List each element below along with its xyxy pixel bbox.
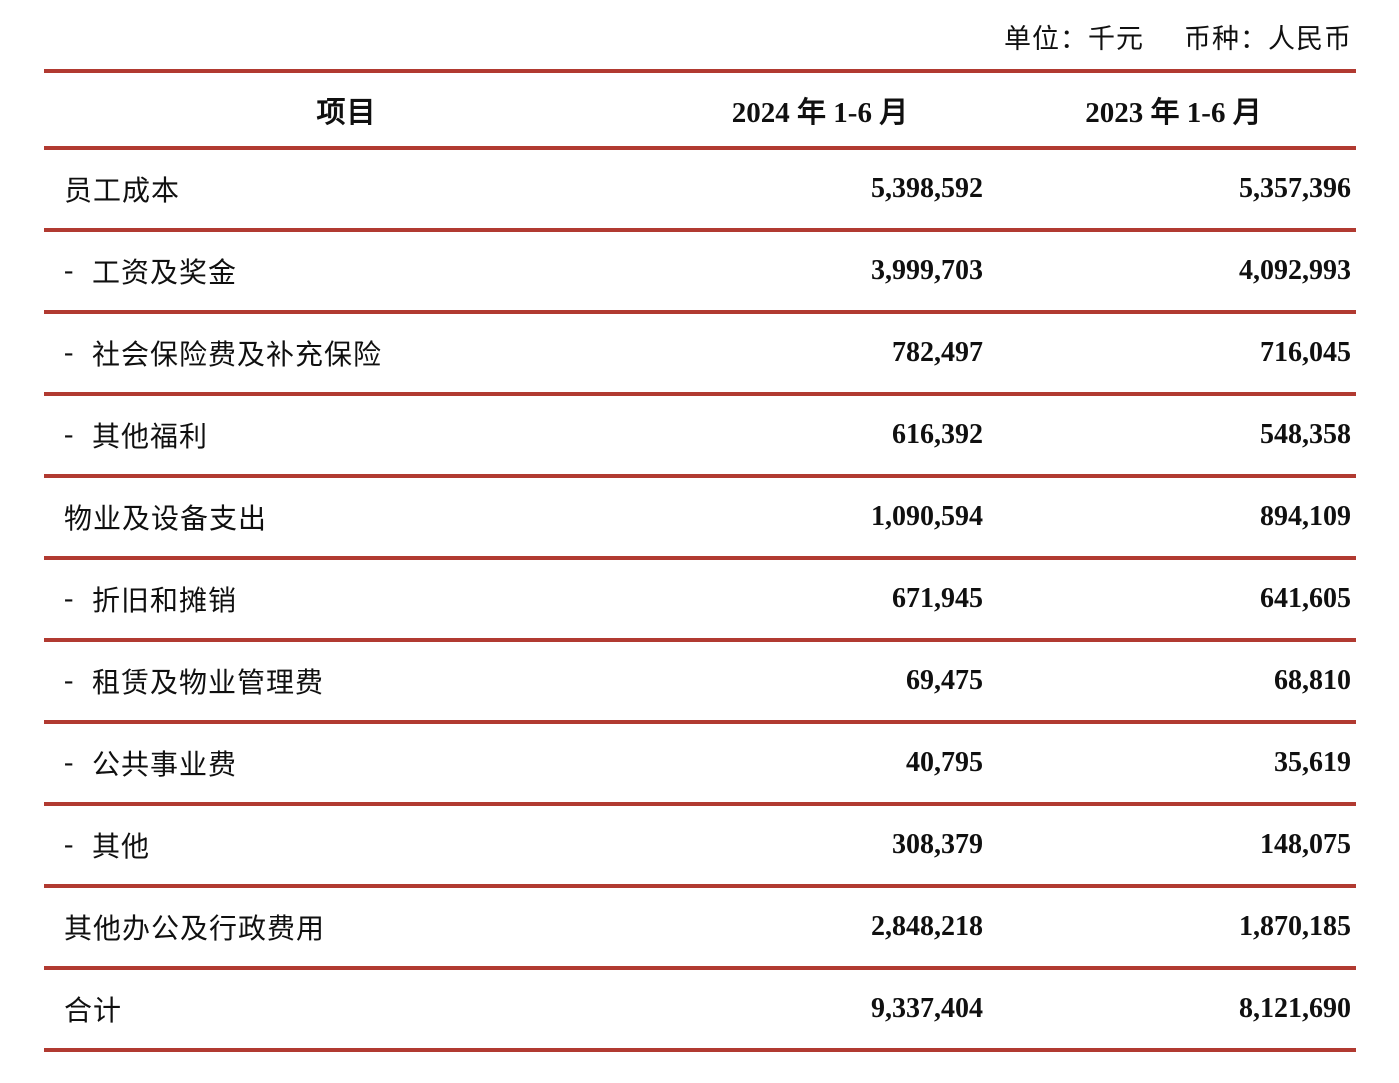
row-label-text: 合计 [64, 996, 123, 1027]
table-row: 员工成本 5,398,592 5,357,396 [44, 150, 1356, 232]
indent-dash: - [64, 337, 75, 368]
row-value-2024: 2,848,218 [871, 911, 983, 942]
row-label: - 社会保险费及补充保险 [44, 333, 641, 373]
unit-currency-note: 单位：千元 币种：人民币 [44, 0, 1356, 69]
row-label-text: 员工成本 [64, 176, 181, 207]
table-row: - 其他 308,379 148,075 [44, 806, 1356, 888]
row-label-text: 其他办公及行政费用 [64, 914, 326, 945]
row-value-2023: 641,605 [1260, 583, 1351, 614]
indent-dash: - [64, 583, 75, 614]
row-label-text: 社会保险费及补充保险 [92, 340, 383, 371]
row-label-text: 折旧和摊销 [92, 586, 238, 617]
table-body: 员工成本 5,398,592 5,357,396- 工资及奖金 3,999,703 4,0… [44, 150, 1356, 1052]
column-header-2024: 2024 年 1-6 月 [731, 96, 909, 129]
table-row: - 其他福利 616,392 548,358 [44, 396, 1356, 478]
row-label-text: 公共事业费 [92, 750, 238, 781]
indent-dash: - [64, 747, 75, 778]
row-value-2023: 1,870,185 [1239, 911, 1351, 942]
expense-table-section: 单位：千元 币种：人民币 项目 2024 年 1-6 月 2023 年 1-6 … [44, 0, 1356, 1052]
indent-dash: - [64, 419, 75, 450]
row-value-2023: 5,357,396 [1239, 173, 1351, 204]
unit-label: 单位：千元 [1004, 24, 1144, 54]
row-label: - 工资及奖金 [44, 251, 641, 291]
indent-dash: - [64, 829, 75, 860]
row-value-2023: 716,045 [1260, 337, 1351, 368]
row-label-text: 工资及奖金 [92, 258, 238, 289]
table-header-row: 项目 2024 年 1-6 月 2023 年 1-6 月 [44, 73, 1356, 150]
row-value-2024: 1,090,594 [871, 501, 983, 532]
row-value-2024: 69,475 [906, 665, 983, 696]
table-row: 合计 9,337,404 8,121,690 [44, 970, 1356, 1052]
row-value-2023: 35,619 [1274, 747, 1351, 778]
column-header-item: 项目 [316, 96, 377, 129]
currency-label: 币种：人民币 [1184, 24, 1352, 54]
row-value-2023: 68,810 [1274, 665, 1351, 696]
row-value-2023: 4,092,993 [1239, 255, 1351, 286]
table-row: - 公共事业费 40,795 35,619 [44, 724, 1356, 806]
row-value-2024: 9,337,404 [871, 993, 983, 1024]
row-value-2024: 782,497 [892, 337, 983, 368]
table-row: - 折旧和摊销 671,945 641,605 [44, 560, 1356, 642]
table-row: 其他办公及行政费用 2,848,218 1,870,185 [44, 888, 1356, 970]
row-label: 其他办公及行政费用 [44, 907, 641, 947]
row-label: 物业及设备支出 [44, 497, 641, 537]
row-label: - 其他福利 [44, 415, 641, 455]
row-value-2024: 3,999,703 [871, 255, 983, 286]
row-label: 合计 [44, 989, 641, 1029]
row-label: - 公共事业费 [44, 743, 641, 783]
row-value-2023: 548,358 [1260, 419, 1351, 450]
row-label: - 其他 [44, 825, 641, 865]
table-row: - 工资及奖金 3,999,703 4,092,993 [44, 232, 1356, 314]
row-value-2024: 671,945 [892, 583, 983, 614]
row-label-text: 物业及设备支出 [64, 504, 268, 535]
row-label-text: 其他 [92, 832, 151, 863]
row-label: - 租赁及物业管理费 [44, 661, 641, 701]
row-value-2024: 5,398,592 [871, 173, 983, 204]
row-label-text: 其他福利 [92, 422, 209, 453]
row-label: - 折旧和摊销 [44, 579, 641, 619]
row-value-2024: 616,392 [892, 419, 983, 450]
row-label: 员工成本 [44, 169, 641, 209]
column-header-2023: 2023 年 1-6 月 [1085, 96, 1262, 129]
row-label-text: 租赁及物业管理费 [92, 668, 325, 699]
table-row: 物业及设备支出 1,090,594 894,109 [44, 478, 1356, 560]
expense-table: 项目 2024 年 1-6 月 2023 年 1-6 月 员工成本 5,398,5… [44, 69, 1356, 1052]
row-value-2023: 8,121,690 [1239, 993, 1351, 1024]
row-value-2024: 308,379 [892, 829, 983, 860]
row-value-2023: 148,075 [1260, 829, 1351, 860]
row-value-2024: 40,795 [906, 747, 983, 778]
table-row: - 社会保险费及补充保险 782,497 716,045 [44, 314, 1356, 396]
table-row: - 租赁及物业管理费 69,475 68,810 [44, 642, 1356, 724]
indent-dash: - [64, 665, 75, 696]
row-value-2023: 894,109 [1260, 501, 1351, 532]
indent-dash: - [64, 255, 75, 286]
